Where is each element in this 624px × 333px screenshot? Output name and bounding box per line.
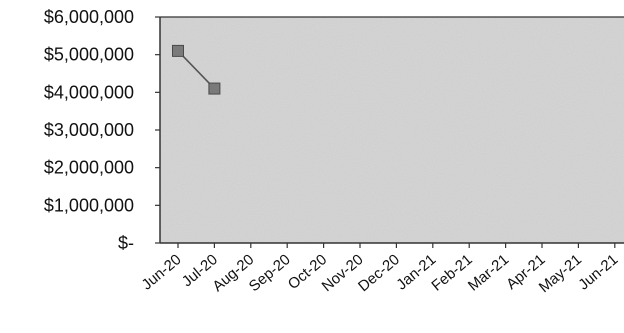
y-tick-label: $5,000,000 [44, 45, 134, 65]
data-point-marker [172, 44, 184, 57]
series-layer [172, 44, 221, 95]
x-tick-label: Sep-20 [246, 251, 294, 295]
x-tick-label: Feb-21 [428, 251, 475, 295]
y-tick-label: $2,000,000 [44, 158, 134, 178]
y-tick-label: $1,000,000 [44, 195, 134, 215]
y-tick-label: $3,000,000 [44, 120, 134, 140]
x-tick-label: Jun-20 [139, 251, 185, 294]
x-tick-label: Mar-21 [465, 251, 512, 295]
y-tick-label: $6,000,000 [44, 7, 134, 27]
y-tick-label: $4,000,000 [44, 82, 134, 102]
y-axis: $6,000,000 $5,000,000 $4,000,000 $3,000,000… [44, 7, 624, 253]
x-axis: Jun-20Jul-20Aug-20Sep-20Oct-20Nov-20Dec-… [139, 242, 624, 296]
y-tick-label: $- [118, 233, 134, 253]
x-tick-label: Dec-20 [355, 251, 403, 295]
x-tick-label: Jun-21 [575, 251, 621, 294]
series-line [177, 50, 215, 90]
plot-area [160, 17, 624, 243]
data-point-marker [208, 82, 221, 95]
